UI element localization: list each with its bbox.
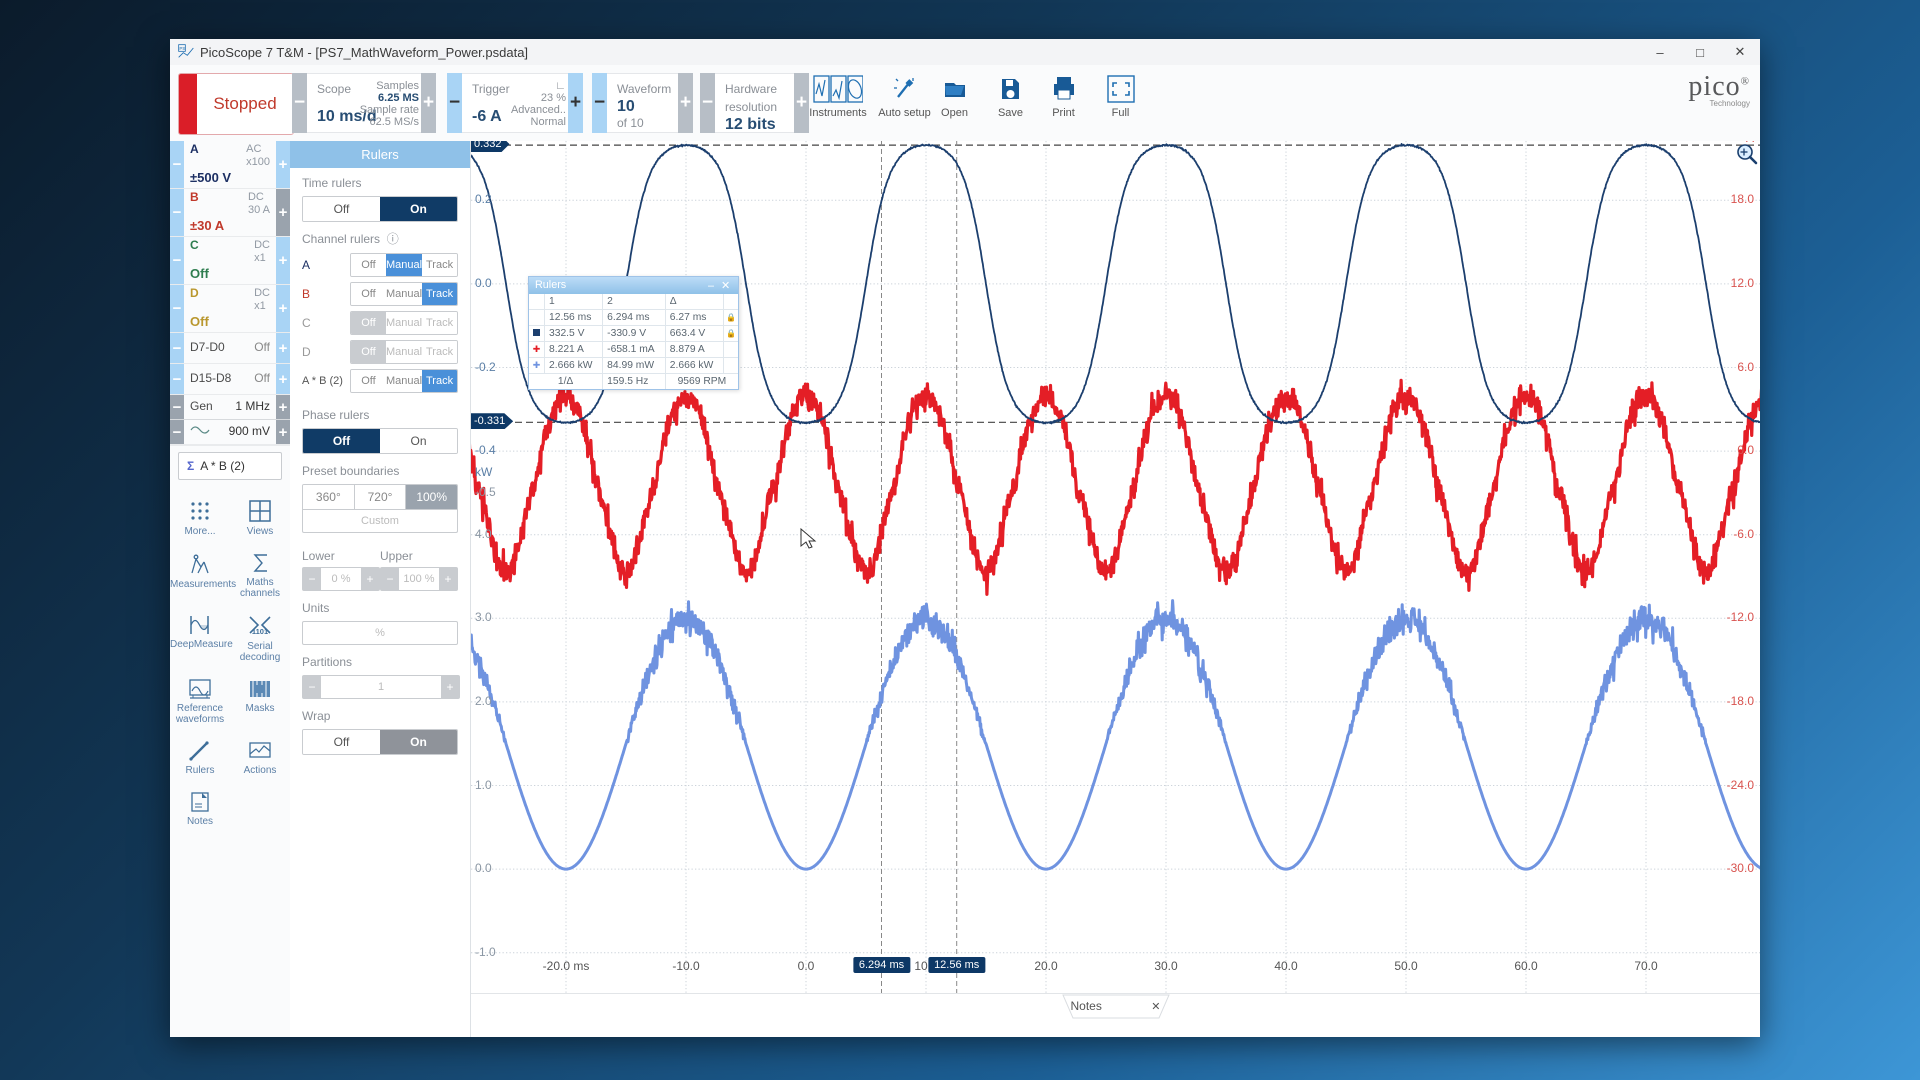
svg-text:1101: 1101: [252, 627, 268, 636]
svg-text:PS: PS: [179, 46, 185, 51]
